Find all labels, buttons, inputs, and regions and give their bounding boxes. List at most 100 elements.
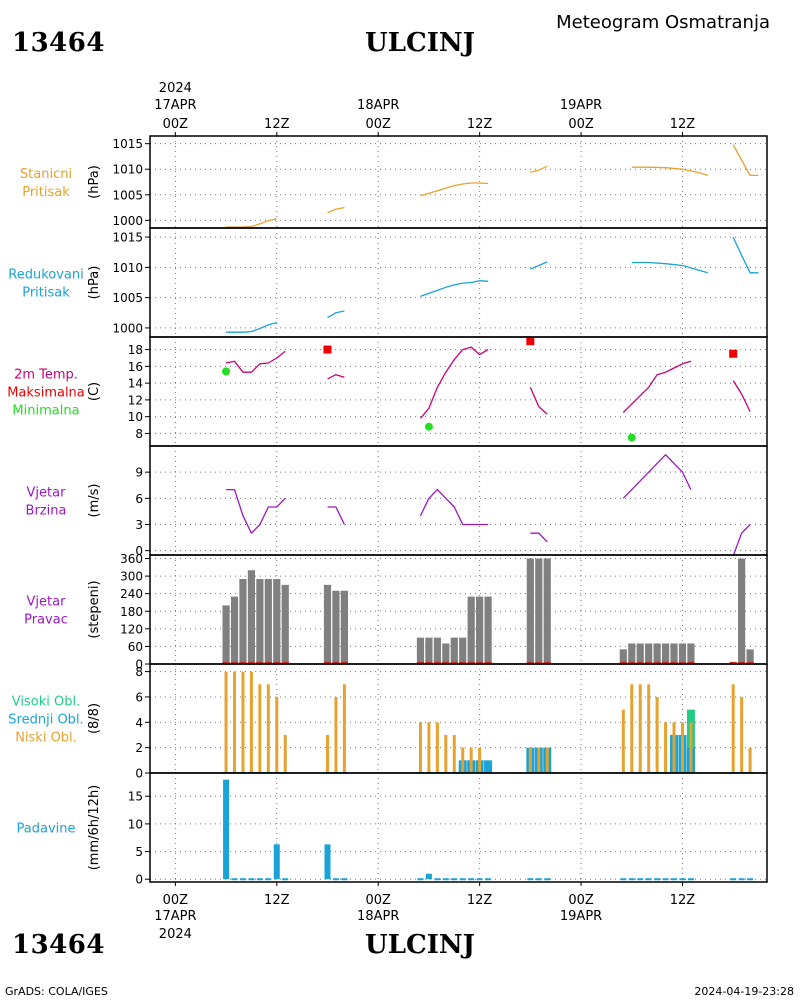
panel-label: Brzina <box>26 504 67 519</box>
y-tick-label: 240 <box>120 587 143 601</box>
direction-bar <box>332 590 340 664</box>
series-line <box>420 346 489 419</box>
y-tick-label: 60 <box>128 640 143 654</box>
direction-bar <box>425 637 433 664</box>
panel-label: Srednji Obl. <box>8 713 83 728</box>
station-pressure-panel: 1000 1005 1010 1015 (hPa) Stanicni Pritisak <box>20 135 768 229</box>
reduced-pressure-panel: 1000 1005 1010 1015 (hPa) Redukovani Pritisak <box>8 227 768 338</box>
cloud-low-bar <box>334 696 338 773</box>
year-label-top: 2024 <box>159 81 192 96</box>
time-tick-label-top: 12Z <box>264 117 290 132</box>
day-label-bottom: 17APR <box>154 909 196 924</box>
direction-bar <box>738 558 746 664</box>
y-axis-label: (C) <box>87 382 102 401</box>
panel-label: Visoki Obl. <box>12 695 80 710</box>
panel-label: Vjetar <box>27 595 67 610</box>
direction-bar <box>442 643 450 664</box>
y-axis-label: (mm/6h/12h) <box>87 785 102 871</box>
cloud-low-bar <box>249 671 253 773</box>
direction-bar <box>653 643 661 664</box>
direction-bar <box>230 596 239 664</box>
cloud-low-bar <box>731 684 735 773</box>
grads-credit: GrADS: COLA/IGES <box>5 985 108 998</box>
cloud-low-bar <box>452 734 456 773</box>
direction-bar <box>484 596 492 664</box>
series-line <box>530 261 548 270</box>
panel-frame <box>149 336 768 447</box>
cloud-low-bar <box>233 671 237 773</box>
precip-bar <box>324 844 331 880</box>
time-tick-label-top: 00Z <box>163 117 189 132</box>
y-tick-label: 6 <box>135 690 143 704</box>
cloud-low-bar <box>537 747 541 773</box>
cloud-mid-bar <box>484 760 493 773</box>
wind-speed-panel: 0 3 6 9 (m/s) Vjetar Brzina <box>26 445 768 558</box>
panel-frame <box>149 135 768 229</box>
y-tick-label: 8 <box>135 427 143 441</box>
series-line <box>420 280 489 298</box>
direction-bar <box>661 643 670 664</box>
y-tick-label: 0 <box>135 658 143 672</box>
clouds-panel: 0 2 4 6 8 (8/8) Visoki Obl. Srednji Obl. Niski O… <box>8 663 768 781</box>
direction-bar <box>645 643 653 664</box>
direction-bar <box>467 596 475 664</box>
y-tick-label: 4 <box>135 716 143 730</box>
direction-bar <box>273 579 281 664</box>
cloud-low-bar <box>748 747 752 773</box>
y-tick-label: 300 <box>120 570 143 584</box>
series-line <box>327 374 345 380</box>
direction-bar <box>628 643 636 664</box>
cloud-low-bar <box>342 684 346 773</box>
day-label-top: 18APR <box>357 98 399 113</box>
y-tick-label: 12 <box>128 393 143 407</box>
y-tick-label: 0 <box>135 873 143 887</box>
cloud-low-bar <box>224 671 228 773</box>
y-tick-label: 0 <box>135 767 143 781</box>
series-line <box>732 380 751 412</box>
y-tick-label: 8 <box>135 665 143 679</box>
y-axis-label: (8/8) <box>87 703 102 734</box>
time-tick-label-top: 12Z <box>467 117 493 132</box>
y-tick-label: 120 <box>120 622 143 636</box>
time-tick-label-bottom: 00Z <box>163 893 189 908</box>
direction-bar <box>543 558 551 664</box>
cloud-low-bar <box>478 747 482 773</box>
y-tick-label: 1015 <box>112 137 143 151</box>
panel-label: Vjetar <box>27 486 67 501</box>
precip-bar <box>273 844 280 880</box>
y-tick-label: 1005 <box>112 188 143 202</box>
direction-bar <box>476 596 484 664</box>
cloud-low-bar <box>258 684 262 773</box>
station-id-top: 13464 <box>12 28 105 58</box>
y-tick-label: 15 <box>128 790 143 804</box>
y-tick-label: 6 <box>135 492 143 506</box>
cloud-low-bar <box>621 709 625 773</box>
time-tick-label-bottom: 00Z <box>365 893 391 908</box>
series-line <box>420 182 489 197</box>
min-temp-marker <box>222 367 231 376</box>
wind-direction-panel: 0 60 120 180 240 300 360 (stepeni) Vjetar Pravac <box>24 552 768 672</box>
direction-bar <box>670 643 678 664</box>
cloud-low-bar <box>680 722 684 773</box>
generation-timestamp: 2024-04-19-23:28 <box>694 985 794 998</box>
series-line <box>226 488 286 534</box>
direction-bar <box>416 637 425 664</box>
series-line <box>226 321 277 333</box>
series-line <box>225 350 286 373</box>
series-line <box>327 206 345 214</box>
series-line <box>622 360 692 413</box>
cloud-low-bar <box>418 722 422 773</box>
series-line <box>327 310 345 319</box>
series-line <box>530 532 548 543</box>
time-tick-label-top: 00Z <box>365 117 391 132</box>
direction-bar <box>247 570 256 664</box>
max-temp-marker <box>729 349 738 358</box>
y-tick-label: 1000 <box>112 214 143 228</box>
panel-frame <box>149 772 768 883</box>
series-line <box>732 144 759 177</box>
y-axis-label: (m/s) <box>87 484 102 518</box>
y-tick-label: 18 <box>128 343 143 357</box>
cloud-low-bar <box>461 747 465 773</box>
